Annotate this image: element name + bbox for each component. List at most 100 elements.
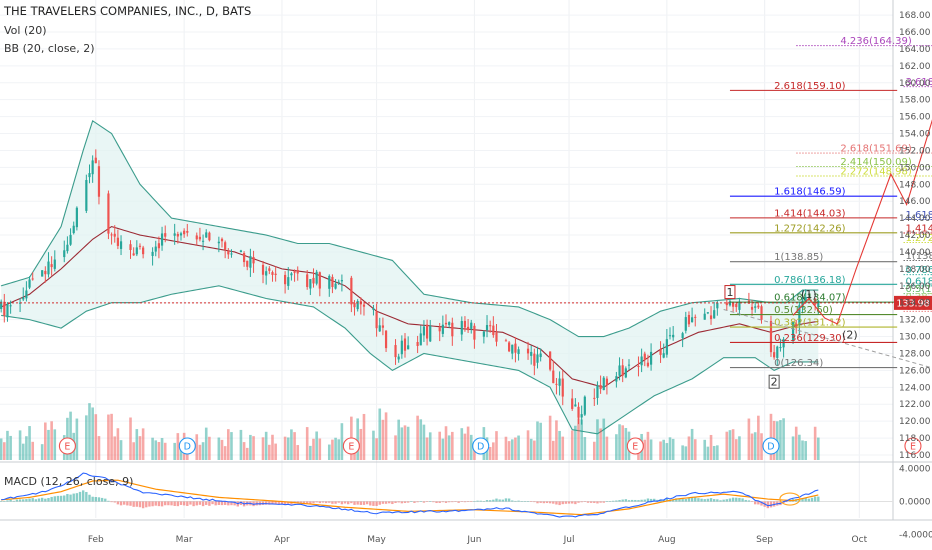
candle-body <box>769 321 773 353</box>
volume-bar <box>488 446 492 460</box>
macd-histogram-bar <box>662 499 665 502</box>
volume-bar <box>438 431 441 460</box>
price-tick-label: 144.00 <box>899 214 931 224</box>
candle-body <box>119 241 123 249</box>
volume-bar <box>132 442 135 460</box>
macd-histogram-bar <box>451 501 454 503</box>
candle-body <box>230 253 233 255</box>
price-tick-label: 142.00 <box>899 231 931 241</box>
dividend-marker[interactable] <box>178 437 196 455</box>
candle-body <box>138 245 142 247</box>
candle-body <box>142 247 145 255</box>
macd-histogram-bar <box>542 501 546 504</box>
macd-line <box>1 472 819 518</box>
price-tick-label: 158.00 <box>899 96 931 106</box>
volume-bar <box>716 445 719 460</box>
volume-bar <box>400 427 404 460</box>
volume-bar <box>583 437 587 460</box>
macd-histogram-bar <box>167 501 170 506</box>
volume-bar <box>731 429 735 460</box>
volume-bar <box>0 438 3 460</box>
candle-body <box>492 325 495 336</box>
event-marker-label: E <box>64 442 70 453</box>
volume-bar <box>747 418 751 460</box>
volume-bar <box>463 433 467 460</box>
volume-bar <box>817 437 820 460</box>
month-tick-label: May <box>367 535 386 545</box>
volume-bar <box>141 428 145 460</box>
macd-histogram-bar <box>59 495 63 502</box>
macd-histogram-bar <box>523 501 527 502</box>
volume-bar <box>599 428 602 460</box>
volume-bar <box>309 445 312 460</box>
candle-body <box>451 322 454 337</box>
candle-body <box>340 280 343 282</box>
macd-histogram-bar <box>154 501 157 506</box>
vol-legend[interactable]: Vol (20) <box>4 24 47 37</box>
macd-legend[interactable]: MACD (12, 26, close, 9) <box>4 475 134 488</box>
candle-body <box>687 314 691 325</box>
fib-level-label: 0.786(137.31) <box>905 265 932 276</box>
candle-body <box>208 232 211 241</box>
macd-histogram-bar <box>656 499 659 502</box>
month-tick-label: Aug <box>658 535 676 545</box>
price-tick-label: 130.00 <box>899 333 931 343</box>
volume-bar <box>305 427 309 460</box>
volume-bar <box>406 426 410 460</box>
projection-path <box>792 119 932 325</box>
macd-histogram-bar <box>526 501 530 502</box>
macd-histogram-bar <box>359 501 363 505</box>
volume-bar <box>605 436 609 460</box>
macd-histogram-bar <box>75 493 79 502</box>
volume-bar <box>359 428 363 460</box>
macd-histogram-bar <box>138 501 142 508</box>
candle-body <box>107 193 110 234</box>
candle-body <box>397 356 400 360</box>
candle-body <box>249 256 252 268</box>
earnings-marker[interactable] <box>626 437 644 455</box>
volume-bar <box>230 432 233 460</box>
candle-body <box>627 364 631 366</box>
dividend-marker[interactable] <box>762 437 780 455</box>
price-tick-label: 150.00 <box>899 163 931 173</box>
fib-level-label: 2.414(150.09) <box>840 157 912 168</box>
macd-histogram-bar <box>15 499 19 502</box>
dividend-marker[interactable] <box>472 437 490 455</box>
wave-label: 1 <box>726 286 733 299</box>
candle-body <box>227 250 230 255</box>
volume-bar <box>444 426 448 460</box>
macd-histogram-bar <box>113 501 116 503</box>
macd-histogram-bar <box>612 500 615 502</box>
macd-histogram-bar <box>634 499 637 502</box>
volume-bar <box>151 437 154 460</box>
month-tick-label: Jun <box>466 535 481 545</box>
fib-level-label: 1.272(142.26) <box>774 223 846 234</box>
wave-label: (2) <box>842 328 858 341</box>
fib-level-label: 0.5(135.07) <box>905 284 932 295</box>
macd-histogram-bar <box>384 501 388 504</box>
bb-legend[interactable]: BB (20, close, 2) <box>4 42 95 55</box>
earnings-marker[interactable] <box>904 437 922 455</box>
volume-bar <box>31 441 35 460</box>
fib-level-label: 0(126.34) <box>774 358 823 369</box>
candle-body <box>284 274 287 285</box>
macd-histogram-bar <box>126 501 129 506</box>
price-tick-label: 156.00 <box>899 113 931 123</box>
volume-bar <box>94 414 98 460</box>
macd-histogram-bar <box>564 501 568 504</box>
earnings-marker[interactable] <box>58 437 76 455</box>
volume-bar <box>425 437 429 460</box>
candle-body <box>444 322 448 325</box>
volume-bar <box>514 437 517 460</box>
candle-body <box>69 234 72 245</box>
macd-histogram-bar <box>400 501 404 504</box>
volume-bar <box>709 434 713 460</box>
macd-histogram-bar <box>766 501 770 509</box>
candle-body <box>533 353 536 366</box>
macd-histogram-bar <box>268 501 271 505</box>
last-price-label: 133.98 <box>896 298 929 309</box>
volume-bar <box>293 432 296 460</box>
earnings-marker[interactable] <box>342 437 360 455</box>
